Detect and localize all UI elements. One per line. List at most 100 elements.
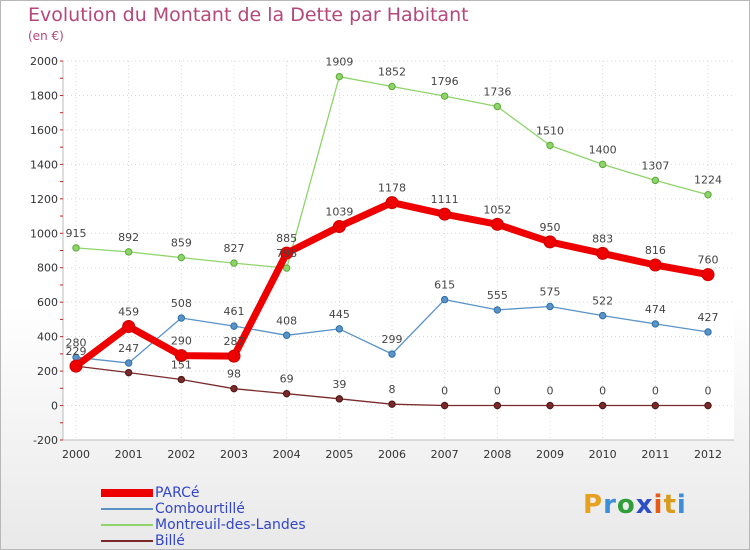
data-label-parce: 1052 xyxy=(483,203,511,216)
y-tick-label: 1200 xyxy=(30,193,58,206)
data-point-montreuil xyxy=(177,253,186,262)
data-label-montreuil: 1909 xyxy=(325,56,353,69)
data-label-bille: 0 xyxy=(599,385,606,398)
chart-subtitle: (en €) xyxy=(28,29,64,43)
data-label-combourtille: 408 xyxy=(276,314,297,327)
data-point-bille xyxy=(388,400,396,408)
data-label-parce: 229 xyxy=(66,345,87,358)
x-tick-label: 2008 xyxy=(483,448,511,461)
data-point-bille xyxy=(651,401,660,410)
x-tick-label: 2001 xyxy=(115,448,143,461)
data-point-bille xyxy=(598,401,607,410)
data-point-bille xyxy=(440,401,449,410)
legend-swatch-bille xyxy=(101,540,153,542)
y-tick-label: 800 xyxy=(37,262,58,275)
data-point-bille xyxy=(546,401,554,410)
data-point-bille xyxy=(230,384,238,393)
data-label-bille: 0 xyxy=(494,385,501,398)
data-label-montreuil: 1510 xyxy=(536,124,564,137)
data-point-combourtille xyxy=(440,295,449,304)
data-point-montreuil xyxy=(124,248,133,256)
data-point-montreuil xyxy=(704,190,712,199)
data-point-combourtille xyxy=(335,325,344,333)
data-point-bille xyxy=(124,368,133,377)
data-point-bille xyxy=(282,389,291,398)
x-tick-label: 2012 xyxy=(694,448,722,461)
data-point-bille xyxy=(335,395,344,403)
data-label-parce: 1039 xyxy=(325,206,353,219)
y-tick-label: 2000 xyxy=(30,55,58,68)
x-tick-label: 2003 xyxy=(220,448,248,461)
legend-item-parce: PARCé xyxy=(101,485,306,501)
data-point-parce xyxy=(174,349,188,363)
data-point-parce xyxy=(332,220,346,234)
logo-letter: i xyxy=(653,490,664,520)
x-tick-label: 2000 xyxy=(62,448,90,461)
data-label-combourtille: 299 xyxy=(382,333,403,346)
y-tick-label: 1000 xyxy=(30,227,58,240)
y-tick-label: 0 xyxy=(51,400,58,413)
data-point-combourtille xyxy=(282,331,291,339)
data-point-combourtille xyxy=(704,328,712,336)
data-point-parce xyxy=(490,217,504,231)
data-label-bille: 98 xyxy=(227,368,241,381)
data-label-bille: 0 xyxy=(441,385,448,398)
legend-swatch-combourtille xyxy=(101,508,153,510)
y-tick-label: 1400 xyxy=(30,158,58,171)
data-label-montreuil: 827 xyxy=(224,242,245,255)
logo-letter: x xyxy=(635,490,654,520)
data-label-bille: 0 xyxy=(705,385,712,398)
data-point-parce xyxy=(280,246,294,260)
y-tick-label: 1600 xyxy=(30,124,58,137)
data-label-combourtille: 522 xyxy=(592,295,613,308)
data-label-combourtille: 508 xyxy=(171,297,192,310)
y-tick-label: 1800 xyxy=(30,89,58,102)
data-label-parce: 287 xyxy=(224,335,245,348)
data-point-parce xyxy=(122,319,136,333)
data-label-bille: 8 xyxy=(389,383,396,396)
data-label-montreuil: 798 xyxy=(276,247,297,260)
data-label-bille: 151 xyxy=(171,359,192,372)
x-tick-label: 2004 xyxy=(273,448,301,461)
x-tick-label: 2002 xyxy=(167,448,195,461)
data-label-montreuil: 1224 xyxy=(694,174,722,187)
data-label-montreuil: 1796 xyxy=(431,75,459,88)
data-label-montreuil: 1307 xyxy=(641,159,669,172)
data-point-montreuil xyxy=(72,244,80,252)
legend-label-combourtille: Combourtillé xyxy=(155,501,245,517)
data-label-combourtille: 575 xyxy=(540,285,561,298)
data-point-parce xyxy=(701,268,715,282)
y-tick-label: 600 xyxy=(37,296,58,309)
legend-swatch-montreuil xyxy=(101,524,153,526)
chart-legend: PARCé Combourtillé Montreuil-des-Landes … xyxy=(101,485,306,549)
logo-letter: o xyxy=(616,490,636,520)
data-label-parce: 816 xyxy=(645,244,666,257)
data-point-parce xyxy=(543,235,557,249)
x-tick-label: 2006 xyxy=(378,448,406,461)
data-point-montreuil xyxy=(440,92,449,100)
y-tick-label: 200 xyxy=(37,365,58,378)
legend-item-combourtille: Combourtillé xyxy=(101,501,306,517)
data-label-parce: 1111 xyxy=(431,193,459,206)
data-label-combourtille: 555 xyxy=(487,289,508,302)
logo-letter: r xyxy=(603,490,617,520)
data-label-montreuil: 1400 xyxy=(589,143,617,156)
legend-item-montreuil: Montreuil-des-Landes xyxy=(101,517,306,533)
data-label-montreuil: 1736 xyxy=(483,85,511,98)
legend-swatch-parce xyxy=(101,489,153,497)
data-point-combourtille xyxy=(124,359,133,367)
chart-title: Evolution du Montant de la Dette par Hab… xyxy=(28,4,469,26)
x-tick-label: 2010 xyxy=(589,448,617,461)
data-point-combourtille xyxy=(388,350,396,358)
logo-letter: P xyxy=(583,490,604,520)
data-point-montreuil xyxy=(493,102,502,111)
data-point-combourtille xyxy=(546,302,554,311)
data-point-combourtille xyxy=(651,320,660,328)
data-point-parce xyxy=(385,196,399,210)
data-label-montreuil: 915 xyxy=(66,227,87,240)
data-label-parce: 950 xyxy=(540,221,561,234)
data-point-bille xyxy=(493,401,502,410)
data-point-parce xyxy=(596,246,610,260)
